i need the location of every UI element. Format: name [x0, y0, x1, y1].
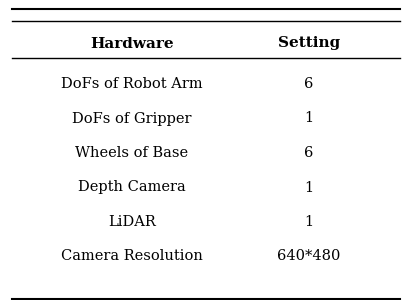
Text: Wheels of Base: Wheels of Base: [75, 146, 188, 160]
Text: 1: 1: [304, 181, 314, 194]
Text: 6: 6: [304, 77, 314, 91]
Text: 6: 6: [304, 146, 314, 160]
Text: DoFs of Robot Arm: DoFs of Robot Arm: [61, 77, 203, 91]
Text: 640*480: 640*480: [277, 250, 341, 263]
Text: 1: 1: [304, 112, 314, 125]
Text: Camera Resolution: Camera Resolution: [61, 250, 203, 263]
Text: DoFs of Gripper: DoFs of Gripper: [72, 112, 192, 125]
Text: Hardware: Hardware: [90, 37, 173, 50]
Text: Depth Camera: Depth Camera: [78, 181, 186, 194]
Text: 1: 1: [304, 215, 314, 229]
Text: LiDAR: LiDAR: [108, 215, 156, 229]
Text: Setting: Setting: [278, 37, 340, 50]
